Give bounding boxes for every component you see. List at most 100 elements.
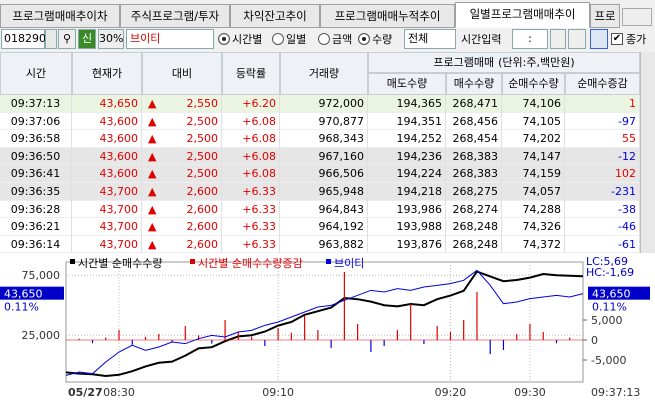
legend-label: 브이티 bbox=[334, 257, 364, 270]
legend-swatch bbox=[190, 259, 195, 264]
y-tick-label: 75,000 bbox=[22, 269, 61, 282]
up-arrow: ▲ bbox=[148, 167, 157, 181]
row bbox=[0, 200, 640, 219]
cell: 09:36:50 bbox=[0, 147, 72, 166]
line bbox=[65, 270, 584, 378]
row bbox=[0, 112, 640, 131]
plot-frame bbox=[65, 261, 584, 383]
hc-label: HC:-1,69 bbox=[586, 266, 634, 279]
cell: 1 bbox=[565, 95, 640, 113]
cell: -12 bbox=[565, 147, 640, 166]
cell: -97 bbox=[565, 112, 640, 131]
cell: 268,248 bbox=[446, 218, 502, 237]
cell: 268,274 bbox=[446, 200, 502, 219]
ratio: 30% bbox=[98, 29, 124, 49]
tab[interactable]: 일별프로그램매매추이 bbox=[455, 2, 590, 28]
tab[interactable]: 프로그램매매누적추이 bbox=[320, 4, 455, 28]
table: 시간 현재가 대비 등락률 거래량 프로그램매매 (단위:주,백만원) 매도수량 매수수량 순매수… bbox=[0, 52, 640, 254]
cell: +6.33 bbox=[222, 218, 280, 237]
next-button[interactable] bbox=[568, 29, 586, 49]
scrollbar[interactable] bbox=[640, 52, 655, 253]
cell: 09:36:28 bbox=[0, 200, 72, 219]
column-header: 순매수증감 bbox=[565, 73, 640, 95]
radio-label: 금액 bbox=[332, 33, 353, 46]
column-header: 현재가 bbox=[72, 52, 142, 95]
time-input[interactable]: : bbox=[512, 29, 548, 49]
column-header: 시간 bbox=[0, 52, 72, 95]
cell: 963,882 bbox=[280, 235, 368, 254]
cell: 09:37:06 bbox=[0, 112, 72, 131]
price-box bbox=[588, 286, 650, 300]
date-label: 05/27 bbox=[68, 386, 103, 399]
radio[interactable] bbox=[358, 33, 370, 45]
tab-scroll[interactable] bbox=[622, 8, 652, 26]
row bbox=[0, 95, 640, 113]
cell: 194,218 bbox=[368, 183, 446, 201]
cell: 43,600 bbox=[72, 165, 142, 184]
cell: 964,843 bbox=[280, 200, 368, 219]
cell: +6.08 bbox=[222, 147, 280, 166]
radio[interactable] bbox=[272, 33, 284, 45]
current-time: 09:37:13 bbox=[591, 386, 640, 399]
select[interactable]: 전체 bbox=[404, 29, 456, 49]
x-tick-label: 08:30 bbox=[103, 386, 135, 399]
cell: 09:36:58 bbox=[0, 130, 72, 149]
cell: 43,700 bbox=[72, 235, 142, 254]
cell: -46 bbox=[565, 218, 640, 237]
cell: 74,372 bbox=[502, 235, 565, 254]
column-header: 매수수량 bbox=[446, 73, 502, 95]
dropdown-arrow[interactable] bbox=[45, 29, 57, 49]
cell: 193,988 bbox=[368, 218, 446, 237]
cell: 43,700 bbox=[72, 200, 142, 219]
cell: 972,000 bbox=[280, 95, 368, 113]
code-input[interactable]: 018290 bbox=[1, 29, 46, 49]
legend-swatch bbox=[326, 259, 331, 264]
radio[interactable] bbox=[218, 33, 230, 45]
cell: 967,160 bbox=[280, 147, 368, 166]
tab[interactable]: 프로 bbox=[590, 4, 620, 28]
search-button[interactable]: ⚲ bbox=[58, 29, 76, 49]
cell: 964,192 bbox=[280, 218, 368, 237]
chart-toggle[interactable] bbox=[590, 29, 608, 49]
radio[interactable] bbox=[318, 33, 330, 45]
row bbox=[0, 165, 640, 183]
y2-tick-label: 5,000 bbox=[591, 314, 623, 327]
unit: (단위:주,백만원) bbox=[498, 56, 575, 69]
row bbox=[0, 147, 640, 166]
up-arrow: ▲ bbox=[148, 185, 157, 198]
cell: 74,159 bbox=[502, 165, 565, 184]
radio-label: 시간별 bbox=[232, 33, 263, 46]
cell: 43,600 bbox=[72, 112, 142, 131]
group-title: 프로그램매매 bbox=[433, 56, 495, 69]
cell: 194,252 bbox=[368, 130, 446, 149]
row bbox=[0, 218, 640, 236]
legend-label: 시간별 순매수수량증감 bbox=[198, 257, 303, 270]
column-header: 순매수수량 bbox=[502, 73, 565, 95]
x-tick-label: 09:20 bbox=[435, 386, 467, 399]
column-header: 거래량 bbox=[280, 52, 368, 95]
new-button[interactable]: 신 bbox=[78, 29, 96, 49]
legend-label: 시간별 순매수수량 bbox=[78, 257, 162, 270]
up-arrow: ▲ bbox=[148, 237, 157, 251]
y-tick-label: 25,000 bbox=[22, 329, 61, 342]
tab[interactable]: 주식프로그램/투자 bbox=[120, 4, 230, 28]
cell: +6.08 bbox=[222, 112, 280, 131]
cell: +6.33 bbox=[222, 183, 280, 201]
close-checkbox[interactable]: ✔ bbox=[611, 33, 623, 45]
cell: +6.33 bbox=[222, 200, 280, 219]
close-label: 종가 bbox=[626, 33, 647, 46]
cell: 09:36:21 bbox=[0, 218, 72, 237]
cell: 55 bbox=[565, 130, 640, 149]
cell: 09:36:41 bbox=[0, 165, 72, 184]
up-arrow: ▲ bbox=[148, 149, 157, 163]
refresh-button[interactable] bbox=[550, 29, 566, 49]
cell: -38 bbox=[565, 200, 640, 219]
row bbox=[0, 235, 640, 254]
cell: 09:36:35 bbox=[0, 183, 72, 201]
cell: 43,600 bbox=[72, 130, 142, 149]
rate-label: 0.11% bbox=[4, 301, 39, 314]
tab[interactable]: 프로그램매매추이차 bbox=[0, 4, 120, 28]
y2-tick-label: -5,000 bbox=[591, 354, 626, 367]
tab[interactable]: 차익잔고추이 bbox=[230, 4, 320, 28]
